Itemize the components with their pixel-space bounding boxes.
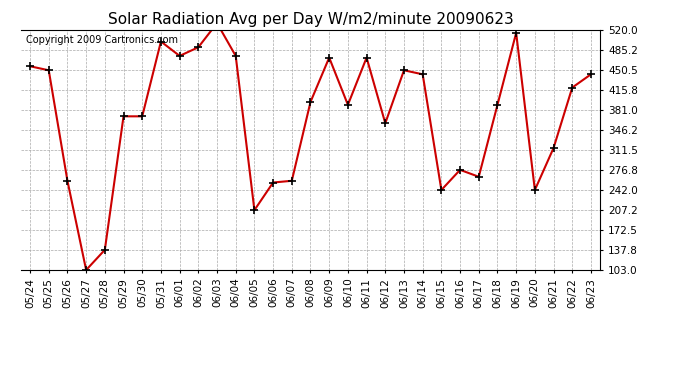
- Text: Copyright 2009 Cartronics.com: Copyright 2009 Cartronics.com: [26, 35, 179, 45]
- Title: Solar Radiation Avg per Day W/m2/minute 20090623: Solar Radiation Avg per Day W/m2/minute …: [108, 12, 513, 27]
